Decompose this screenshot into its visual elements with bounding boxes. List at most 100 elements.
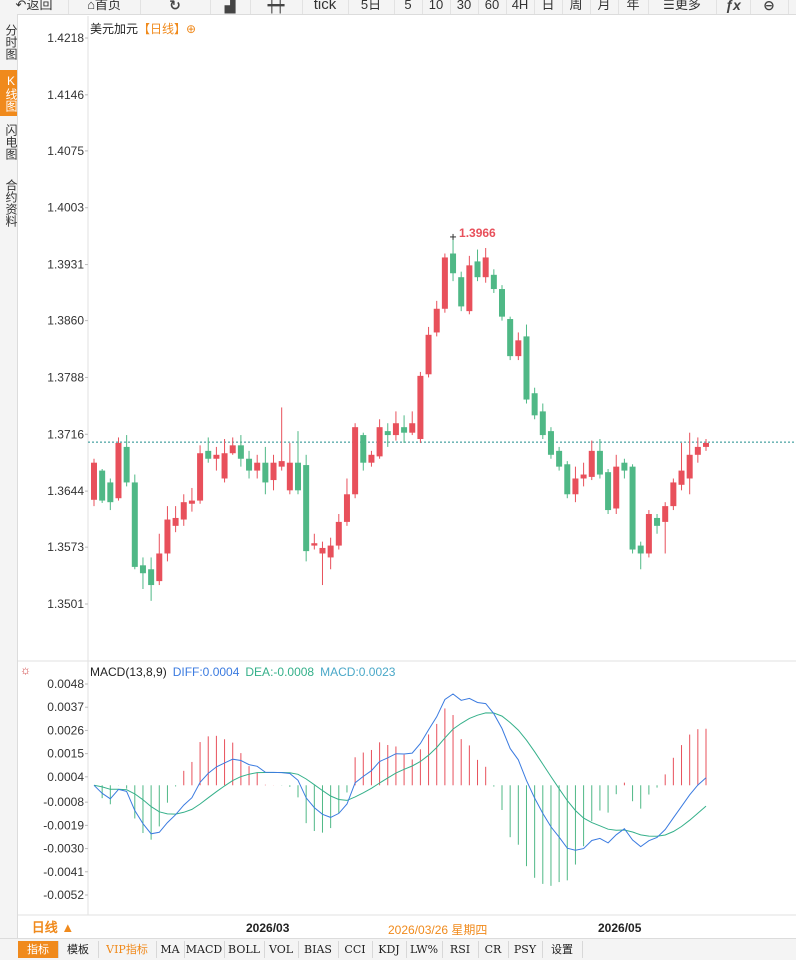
tab-bias[interactable]: BIAS: [298, 941, 339, 958]
tick-button[interactable]: tick: [302, 0, 349, 14]
candle-body: [123, 446, 130, 483]
candle-body: [441, 257, 448, 309]
dea-line: [93, 712, 707, 837]
candle-body: [580, 474, 587, 479]
tab-kline[interactable]: K线图: [0, 70, 18, 116]
tab-flash[interactable]: 闪电图: [4, 124, 18, 160]
candle-body: [466, 265, 473, 312]
candle-body: [433, 308, 440, 333]
tab-timeshare[interactable]: 分时图: [4, 24, 18, 60]
candle-body: [654, 517, 661, 526]
candle-body: [376, 427, 383, 457]
candle-body: [327, 545, 334, 558]
tab-psy[interactable]: PSY: [508, 941, 543, 958]
tab-rsi[interactable]: RSI: [442, 941, 479, 958]
h4-button[interactable]: 4H: [506, 0, 535, 14]
top-toolbar: ↶返回 ⌂首页 ↻ ▟ ┿┿ tick 5日 5 10 30 60 4H 日 周…: [0, 0, 796, 15]
candle-body: [482, 257, 489, 278]
candle-body: [596, 450, 603, 475]
candle-body: [686, 454, 693, 479]
candle-body: [156, 553, 163, 582]
candle-body: [286, 462, 293, 491]
tab-cci[interactable]: CCI: [338, 941, 373, 958]
macd-tick-label: 0.0048: [47, 677, 84, 691]
back-button[interactable]: ↶返回: [0, 0, 69, 14]
tab-boll[interactable]: BOLL: [224, 941, 265, 958]
candle-body: [188, 500, 195, 504]
home-button[interactable]: ⌂首页: [68, 0, 141, 14]
diff-value: DIFF:0.0004: [172, 665, 240, 679]
chart-title: 美元加元【日线】⊕: [90, 20, 196, 37]
formula-icon[interactable]: ƒx: [716, 0, 751, 14]
candle-body: [278, 461, 285, 467]
candle-body: [490, 274, 497, 290]
price-tick-label: 1.3860: [47, 314, 84, 328]
candle-body: [295, 462, 301, 491]
home-icon: ⌂: [87, 0, 95, 12]
max-price-label: 1.3966: [459, 226, 496, 240]
tab-macd[interactable]: MACD: [184, 941, 225, 958]
price-tick-label: 1.3788: [47, 370, 84, 384]
min5-button[interactable]: 5: [394, 0, 423, 14]
macd-settings-icon[interactable]: ☼: [20, 663, 31, 677]
candle-body: [572, 478, 579, 495]
macd-params: MACD(13,8,9): [90, 665, 167, 679]
tab-indicator[interactable]: 指标: [18, 941, 59, 958]
macd-tick-label: -0.0008: [43, 795, 84, 809]
price-tick-label: 1.4003: [47, 201, 84, 215]
candle-body: [662, 506, 669, 522]
year-button[interactable]: 年: [618, 0, 649, 14]
day-button[interactable]: 日: [534, 0, 563, 14]
add-icon[interactable]: ⊕: [186, 22, 197, 36]
more-button[interactable]: ☰更多: [648, 0, 717, 14]
candle-body: [205, 450, 212, 459]
bar-chart-icon[interactable]: ▟: [210, 0, 251, 14]
candle-body: [164, 519, 171, 554]
candle-body: [539, 411, 546, 436]
candle-body: [507, 319, 514, 357]
candle-body: [392, 423, 399, 436]
refresh-icon[interactable]: ↻: [140, 0, 211, 14]
price-axis: 1.4218 1.4146 1.4075 1.4003 1.3931 1.3860 1.37…: [47, 31, 88, 611]
tab-cr[interactable]: CR: [478, 941, 509, 958]
candle-body: [148, 569, 155, 586]
candlestick-icon[interactable]: ┿┿: [250, 0, 303, 14]
tab-ma[interactable]: MA: [156, 941, 185, 958]
dea-value: DEA:-0.0008: [245, 665, 315, 679]
tab-kdj[interactable]: KDJ: [372, 941, 407, 958]
month-button[interactable]: 月: [590, 0, 619, 14]
week-button[interactable]: 周: [562, 0, 591, 14]
five-day-button[interactable]: 5日: [348, 0, 395, 14]
macd-panel: [93, 693, 707, 886]
candle-body: [343, 494, 350, 522]
min10-button[interactable]: 10: [422, 0, 451, 14]
candle-body: [425, 334, 432, 375]
kline-chart[interactable]: 1.4218 1.4146 1.4075 1.4003 1.3931 1.3860 1.37…: [0, 0, 796, 938]
macd-tick-label: -0.0030: [43, 842, 84, 856]
candle-body: [531, 393, 538, 416]
tab-vip[interactable]: VIP指标: [98, 941, 157, 958]
macd-tick-label: -0.0019: [43, 818, 84, 832]
macd-tick-label: 0.0026: [47, 723, 84, 737]
tab-lw[interactable]: LW%: [406, 941, 443, 958]
zoom-out-icon[interactable]: ⊖: [750, 0, 789, 14]
period-selector[interactable]: 日线 ▲: [31, 920, 75, 935]
min30-button[interactable]: 30: [450, 0, 479, 14]
min60-button[interactable]: 60: [478, 0, 507, 14]
price-tick-label: 1.3573: [47, 540, 84, 554]
candle-body: [678, 470, 685, 485]
tab-vol[interactable]: VOL: [264, 941, 299, 958]
candles: [91, 236, 709, 601]
macd-tick-label: 0.0015: [47, 747, 84, 761]
candle-body: [91, 462, 97, 500]
candle-body: [401, 427, 408, 433]
candle-body: [303, 465, 310, 552]
tab-contract[interactable]: 合约资料: [4, 179, 18, 227]
tab-template[interactable]: 模板: [58, 941, 99, 958]
symbol-name: 美元加元: [90, 22, 139, 36]
tab-settings[interactable]: 设置: [542, 941, 583, 958]
price-tick-label: 1.4218: [47, 31, 84, 45]
price-tick-label: 1.3931: [47, 258, 84, 272]
candle-body: [670, 482, 677, 507]
candle-body: [637, 545, 644, 554]
